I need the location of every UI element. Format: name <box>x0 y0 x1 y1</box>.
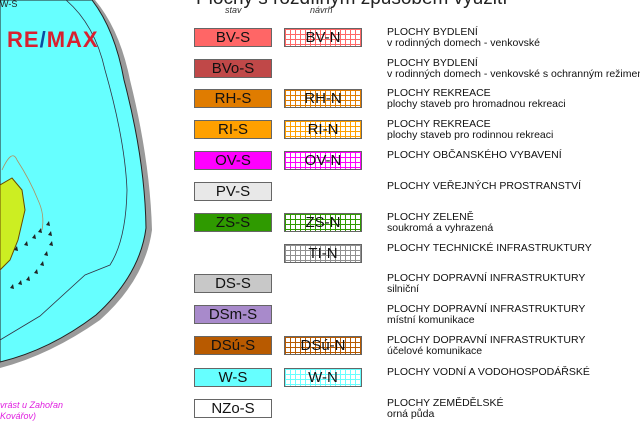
legend-row: DSú-S DSú-N PLOCHY DOPRAVNÍ INFRASTRUKTURY… <box>0 335 640 366</box>
column-header-stav: stav <box>225 5 242 15</box>
legend-row: OV-S OV-N PLOCHY OBČANSKÉHO VYBAVENÍ <box>0 150 640 181</box>
legend-row: RH-S RH-N PLOCHY REKREACE plochy staveb pro… <box>0 88 640 119</box>
legend-row: PV-S PLOCHY VEŘEJNÝCH PROSTRANSTVÍ <box>0 181 640 212</box>
legend-swatch-existing: ZS-S <box>194 213 272 232</box>
slope-marker <box>10 284 14 289</box>
legend-row: BVo-S PLOCHY BYDLENÍ v rodinných domech - … <box>0 58 640 89</box>
legend-title-text: PLOCHY DOPRAVNÍ INFRASTRUKTURY <box>387 303 586 315</box>
legend-row: DS-S PLOCHY DOPRAVNÍ INFRASTRUKTURY silnič… <box>0 273 640 304</box>
legend-description: PLOCHY BYDLENÍ v rodinných domech - venko… <box>387 58 640 80</box>
legend-subtitle-text: v rodinných domech - venkovské <box>387 37 540 49</box>
slope-marker <box>26 276 30 281</box>
legend-swatch-existing: DS-S <box>194 274 272 293</box>
slope-marker <box>44 251 48 256</box>
legend-row: ZS-S ZS-N PLOCHY ZELENĚ soukromá a vyhrazen… <box>0 212 640 243</box>
legend-description: PLOCHY TECHNICKÉ INFRASTRUKTURY <box>387 243 592 254</box>
legend-title-text: PLOCHY REKREACE <box>387 87 491 99</box>
legend-subtitle-text: silniční <box>387 283 420 295</box>
map-note: vrást u Zahořan Kovářov) <box>0 400 64 421</box>
legend-subtitle-text: v rodinných domech - venkovské s ochrann… <box>387 68 640 80</box>
legend-description: PLOCHY DOPRAVNÍ INFRASTRUKTURY účelové ko… <box>387 335 585 357</box>
legend-swatch-existing: DSú-S <box>194 336 272 355</box>
legend-swatch-proposed: TI-N <box>284 244 362 263</box>
slope-marker <box>46 221 50 226</box>
legend-description: PLOCHY BYDLENÍ v rodinných domech - venko… <box>387 27 540 49</box>
legend-title: Plochy s rozdílným způsobem využití <box>196 0 508 10</box>
map-label: W-S <box>0 0 18 9</box>
legend-description: PLOCHY REKREACE plochy staveb pro rodinno… <box>387 119 553 141</box>
legend-title-text: PLOCHY BYDLENÍ <box>387 26 478 38</box>
legend-swatch-proposed: RH-N <box>284 89 362 108</box>
legend-swatch-proposed: DSú-N <box>284 336 362 355</box>
slope-marker <box>14 246 18 251</box>
legend-swatch-existing: NZo-S <box>194 399 272 418</box>
legend-title-text: PLOCHY REKREACE <box>387 118 491 130</box>
legend-row: W-S W-N PLOCHY VODNÍ A VODOHOSPODÁŘSKÉ <box>0 367 640 398</box>
legend-description: PLOCHY OBČANSKÉHO VYBAVENÍ <box>387 150 562 161</box>
slope-marker <box>24 241 28 246</box>
legend-subtitle-text: plochy staveb pro rodinnou rekreaci <box>387 129 554 141</box>
legend-subtitle-text: orná půda <box>387 408 435 420</box>
legend-title-text: PLOCHY ZEMĚDĚLSKÉ <box>387 397 504 409</box>
legend-description: PLOCHY ZEMĚDĚLSKÉ orná půda <box>387 398 504 420</box>
legend-subtitle-text: místní komunikace <box>387 314 475 326</box>
legend-swatch-proposed: W-N <box>284 368 362 387</box>
legend-swatch-existing: RH-S <box>194 89 272 108</box>
map-canvas <box>0 0 152 368</box>
legend-swatch-existing: W-S <box>194 368 272 387</box>
legend-swatch-existing: PV-S <box>194 182 272 201</box>
legend-title-text: PLOCHY DOPRAVNÍ INFRASTRUKTURY <box>387 334 586 346</box>
legend-title-text: PLOCHY TECHNICKÉ INFRASTRUKTURY <box>387 242 592 254</box>
legend-title-text: PLOCHY BYDLENÍ <box>387 57 478 69</box>
legend-title-text: PLOCHY VODNÍ A VODOHOSPODÁŘSKÉ <box>387 366 590 378</box>
legend-description: PLOCHY DOPRAVNÍ INFRASTRUKTURY místní kom… <box>387 304 585 326</box>
legend-row: NZo-S PLOCHY ZEMĚDĚLSKÉ orná půda <box>0 398 640 429</box>
legend-description: PLOCHY ZELENĚ soukromá a vyhrazená <box>387 212 493 234</box>
legend-row: BV-S BV-N PLOCHY BYDLENÍ v rodinných domech… <box>0 27 640 58</box>
slope-marker <box>32 234 36 239</box>
built-up-area <box>0 177 26 271</box>
legend-subtitle-text: účelové komunikace <box>387 345 483 357</box>
legend-swatch-existing: BVo-S <box>194 59 272 78</box>
legend-swatch-proposed: RI-N <box>284 120 362 139</box>
legend-swatch-proposed: ZS-N <box>284 213 362 232</box>
legend-swatch-proposed: BV-N <box>284 28 362 47</box>
legend-description: PLOCHY VEŘEJNÝCH PROSTRANSTVÍ <box>387 181 581 192</box>
legend-title-text: PLOCHY ZELENĚ <box>387 211 474 223</box>
legend-title-text: PLOCHY OBČANSKÉHO VYBAVENÍ <box>387 149 562 161</box>
slope-marker <box>18 280 22 285</box>
slope-markers <box>10 221 53 289</box>
legend-description: PLOCHY DOPRAVNÍ INFRASTRUKTURY silniční <box>387 273 585 295</box>
legend-row: DSm-S PLOCHY DOPRAVNÍ INFRASTRUKTURY místn… <box>0 304 640 335</box>
column-header-navrh: návrh <box>310 5 333 15</box>
legend-title-text: PLOCHY DOPRAVNÍ INFRASTRUKTURY <box>387 272 586 284</box>
legend-swatch-existing: DSm-S <box>194 305 272 324</box>
slope-marker <box>34 269 38 274</box>
legend-swatch-existing: OV-S <box>194 151 272 170</box>
legend-row: RI-S RI-N PLOCHY REKREACE plochy staveb pro… <box>0 119 640 150</box>
slope-marker <box>48 231 52 236</box>
legend-subtitle-text: plochy staveb pro hromadnou rekreaci <box>387 98 566 110</box>
remax-logo: RE/MAX <box>7 27 99 52</box>
legend-swatch-existing: RI-S <box>194 120 272 139</box>
contour-line <box>1 155 44 231</box>
legend-swatch-proposed: OV-N <box>284 151 362 170</box>
slope-marker <box>38 228 42 233</box>
legend-description: PLOCHY VODNÍ A VODOHOSPODÁŘSKÉ <box>387 367 590 378</box>
legend-row: TI-N PLOCHY TECHNICKÉ INFRASTRUKTURY <box>0 243 640 274</box>
legend-subtitle-text: soukromá a vyhrazená <box>387 222 494 234</box>
legend-title-text: PLOCHY VEŘEJNÝCH PROSTRANSTVÍ <box>387 180 582 192</box>
slope-marker <box>40 261 44 266</box>
boundary-line <box>0 0 128 341</box>
legend-description: PLOCHY REKREACE plochy staveb pro hromadn… <box>387 88 566 110</box>
legend-swatch-existing: BV-S <box>194 28 272 47</box>
slope-marker <box>49 241 53 246</box>
